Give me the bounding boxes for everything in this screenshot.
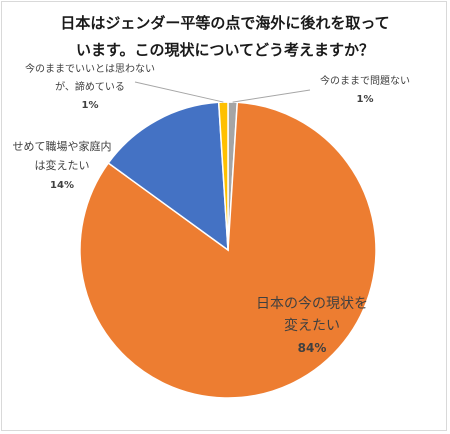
slice-percent: 14% [50, 180, 74, 191]
slice-percent: 84% [298, 341, 327, 355]
slice-label-line: 今のままでいいとは思わない [25, 62, 155, 75]
slice-label-line: が、諦めている [55, 80, 125, 93]
leader-line [232, 89, 311, 103]
slice-label-line: は変えたい [35, 158, 90, 172]
slice-change-workplace-home [107, 101, 229, 252]
label-no-problem: 今のままで問題ない 1% [320, 74, 410, 105]
chart-title: 日本はジェンダー平等の点で海外に後れを取って います。この現状についてどう考えま… [60, 14, 390, 59]
slice-percent: 1% [357, 94, 374, 105]
slice-percent: 1% [82, 100, 99, 111]
slice-label-line: 日本の今の現状を [256, 296, 368, 312]
slice-label-line: 今のままで問題ない [320, 74, 410, 87]
slice-label-line: せめて職場や家庭内 [13, 139, 112, 153]
leader-line [134, 81, 224, 103]
slice-label-line: 変えたい [284, 317, 340, 334]
